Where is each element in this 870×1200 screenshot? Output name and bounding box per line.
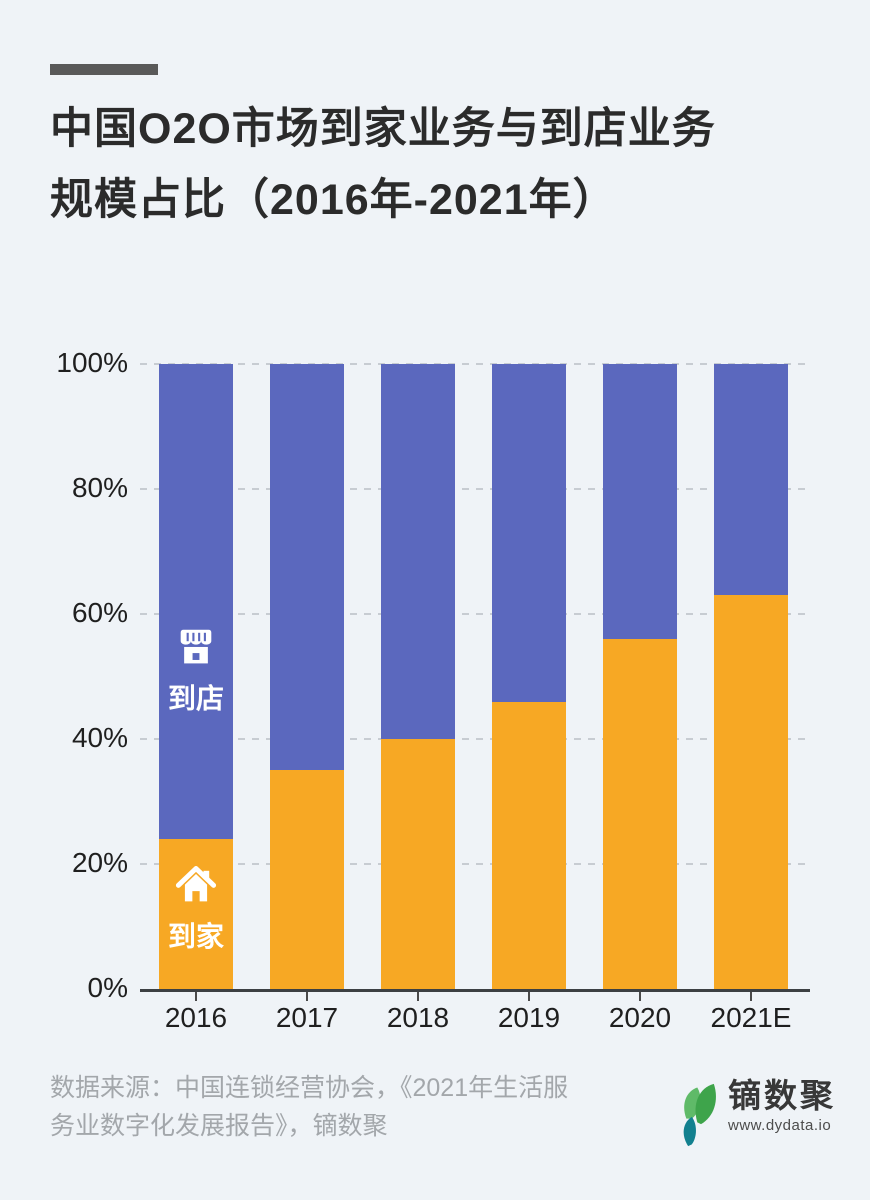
- bar-segment-home-2021E: [714, 595, 788, 989]
- gridline: [140, 738, 810, 740]
- x-tick-label-2017: 2017: [275, 1002, 339, 1033]
- data-source: 数据来源：中国连锁经营协会，《2021年生活服 务业数字化发展报告》，镝数聚: [50, 1069, 650, 1145]
- bar-segment-home-2019: [492, 701, 566, 989]
- x-axis-tick: [639, 992, 641, 1001]
- bar-2019: [492, 364, 566, 989]
- y-tick-label: 40%: [71, 722, 128, 753]
- x-tick-label-2021E: 2021E: [710, 1002, 792, 1033]
- bar-2020: [603, 364, 677, 989]
- home-icon: [175, 866, 217, 902]
- x-tick-label-2020: 2020: [608, 1002, 672, 1033]
- store-icon: [180, 629, 212, 664]
- data-source-line2: 务业数字化发展报告》，镝数聚: [50, 1112, 388, 1140]
- x-tick-label-2016: 2016: [164, 1002, 228, 1033]
- brand-logo: 镝数聚 www.dydata.io: [682, 1076, 836, 1148]
- bar-segment-store-2019: [492, 364, 566, 702]
- bar-2016: [159, 364, 233, 989]
- bar-2021E: [714, 364, 788, 989]
- x-axis-labels: 2016 2017 2018 2019 2020 2021E: [0, 1002, 870, 1038]
- gridline: [140, 488, 810, 490]
- y-tick-label: 100%: [56, 347, 128, 378]
- y-tick-label: 60%: [71, 597, 128, 628]
- legend-home-label: 到家: [167, 921, 224, 952]
- data-source-line1: 数据来源：中国连锁经营协会，《2021年生活服: [50, 1074, 569, 1102]
- bar-segment-store-2021E: [714, 364, 788, 596]
- brand-name: 镝数聚: [728, 1077, 836, 1114]
- title-accent-bar: [50, 64, 158, 75]
- bar-segment-home-2017: [270, 770, 344, 989]
- x-axis-tick: [750, 992, 752, 1001]
- x-axis-tick: [417, 992, 419, 1001]
- bar-segment-home-2016: [159, 839, 233, 989]
- legend-home: 到家: [159, 862, 233, 955]
- leaf-logo-icon: [683, 1083, 716, 1147]
- x-axis-tick: [528, 992, 530, 1001]
- gridline: [140, 613, 810, 615]
- bar-2018: [381, 364, 455, 989]
- bar-segment-home-2020: [603, 639, 677, 989]
- x-axis-tick: [195, 992, 197, 1001]
- bar-segment-store-2018: [381, 364, 455, 739]
- bar-2017: [270, 364, 344, 989]
- bar-segment-store-2020: [603, 364, 677, 639]
- x-axis-tick: [306, 992, 308, 1001]
- y-tick-label: 20%: [71, 847, 128, 878]
- stacked-bar-plot-area: 到店 到家: [140, 363, 810, 1001]
- y-tick-label: 80%: [71, 472, 128, 503]
- y-tick-label: 0%: [87, 972, 128, 1003]
- bar-segment-home-2018: [381, 739, 455, 989]
- gridline: [140, 863, 810, 865]
- x-tick-label-2018: 2018: [386, 1002, 450, 1033]
- legend-store-label: 到店: [167, 683, 224, 714]
- bar-segment-store-2016: [159, 364, 233, 839]
- gridline: [140, 363, 810, 365]
- page-title-line1: 中国O2O市场到家业务与到店业务: [50, 105, 716, 153]
- legend-store: 到店: [159, 624, 233, 717]
- x-tick-label-2019: 2019: [497, 1002, 561, 1033]
- brand-url: www.dydata.io: [728, 1117, 832, 1134]
- page-title: 中国O2O市场到家业务与到店业务 规模占比（2016年-2021年）: [50, 94, 716, 236]
- bar-segment-store-2017: [270, 364, 344, 771]
- page-title-line2: 规模占比（2016年-2021年）: [50, 176, 617, 224]
